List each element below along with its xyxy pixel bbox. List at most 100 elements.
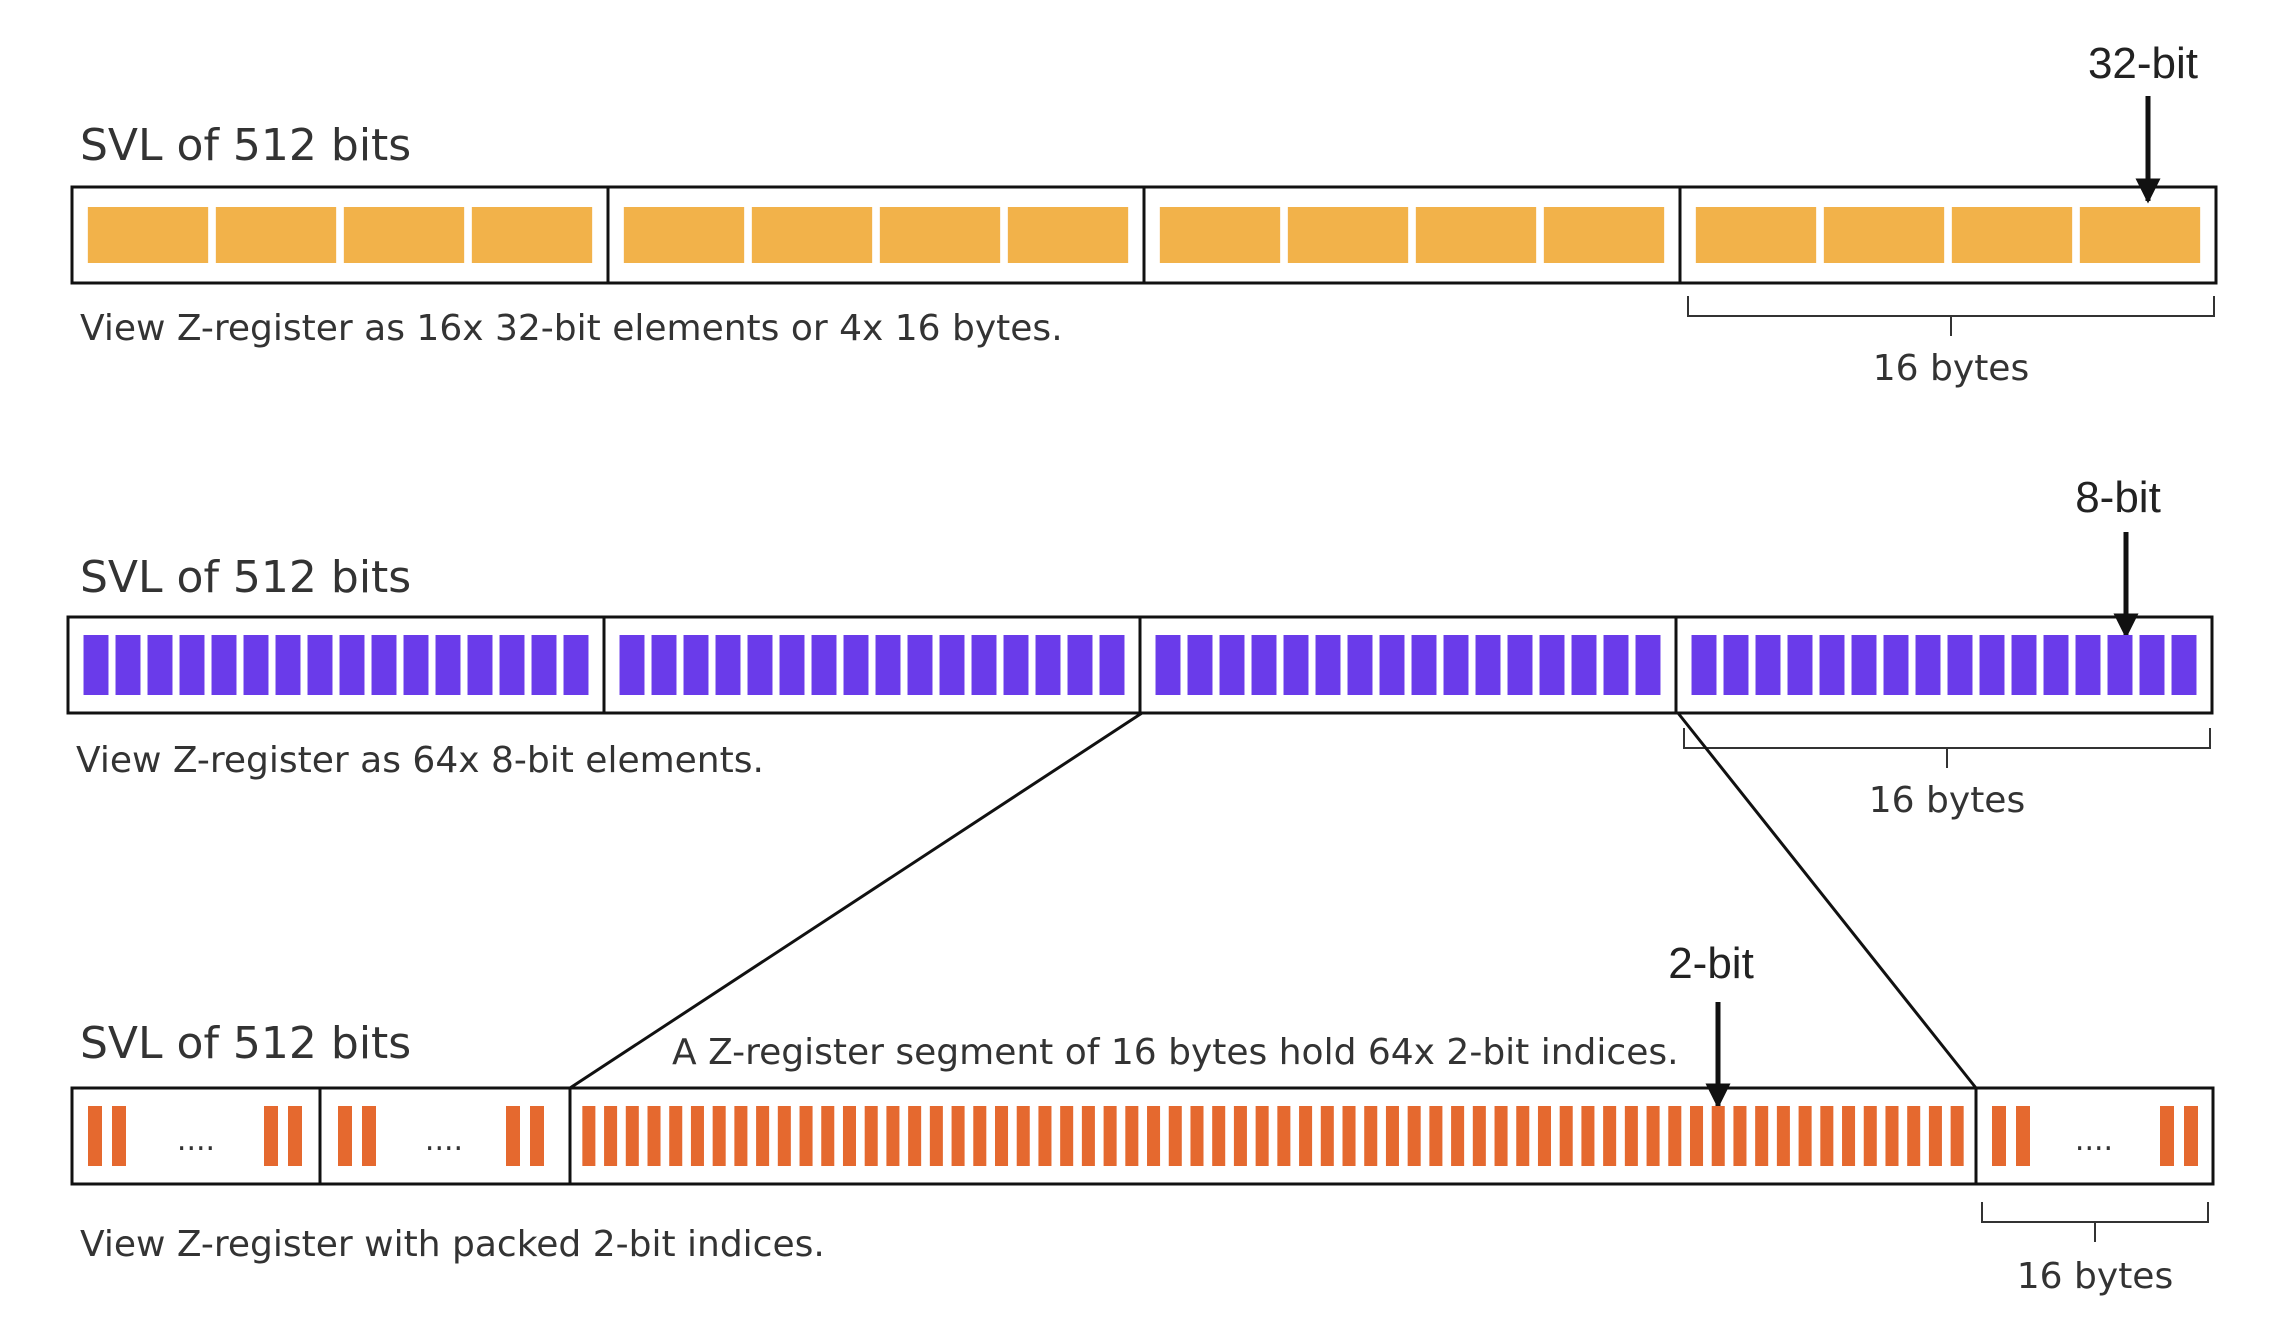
index-2bit [1147,1106,1161,1166]
element-8bit [1379,635,1405,695]
index-2bit [734,1106,748,1166]
index-2bit [1690,1106,1704,1166]
index-bar [338,1106,352,1166]
element-8bit [875,635,901,695]
index-2bit [1603,1106,1617,1166]
element-8bit [275,635,301,695]
index-2bit [1299,1106,1313,1166]
index-2bit [1624,1106,1638,1166]
element-32bit [2079,207,2201,263]
element-8bit [1507,635,1533,695]
index-bar [2184,1106,2198,1166]
bytes-bracket-2bit [1981,1202,2209,1242]
index-2bit [604,1106,618,1166]
index-2bit [929,1106,943,1166]
element-8bit [1251,635,1277,695]
index-2bit [1559,1106,1573,1166]
element-8bit [2171,635,2197,695]
index-2bit [1776,1106,1790,1166]
element-32bit [1159,207,1281,263]
element-8bit [403,635,429,695]
element-8bit [1443,635,1469,695]
element-32bit [751,207,873,263]
element-8bit [1099,635,1125,695]
index-2bit [1885,1106,1899,1166]
index-2bit [1081,1106,1095,1166]
element-32bit [1415,207,1537,263]
index-2bit [647,1106,661,1166]
element-8bit [1723,635,1749,695]
element-8bit [971,635,997,695]
index-2bit [1255,1106,1269,1166]
index-2bit [1863,1106,1877,1166]
element-8bit [1219,635,1245,695]
element-8bit [2011,635,2037,695]
element-8bit [843,635,869,695]
caption-2bit: View Z-register with packed 2-bit indice… [80,1224,825,1265]
element-8bit [747,635,773,695]
index-2bit [1928,1106,1942,1166]
element-size-label-8bit: 8-bit [2075,473,2161,522]
element-8bit [1691,635,1717,695]
element-8bit [115,635,141,695]
element-8bit [467,635,493,695]
segment-dividers-8bit [602,617,1678,713]
index-2bit [908,1106,922,1166]
element-8bit [683,635,709,695]
index-2bit [1537,1106,1551,1166]
element-32bit [87,207,209,263]
elements-32bit [87,207,2201,263]
element-32bit [343,207,465,263]
element-32bit [623,207,745,263]
element-8bit [811,635,837,695]
index-2bit [1233,1106,1247,1166]
index-2bit [1364,1106,1378,1166]
bytes-label-2bit: 16 bytes [2017,1256,2173,1297]
index-bar [112,1106,126,1166]
element-8bit [435,635,461,695]
element-8bit [619,635,645,695]
ellipsis: .... [2075,1123,2113,1158]
index-2bit [1103,1106,1117,1166]
segment-dividers-32bit [606,187,1682,283]
index-bar [530,1106,544,1166]
element-8bit [371,635,397,695]
bytes-label-8bit: 16 bytes [1869,780,2025,821]
bytes-bracket-32bit [1687,296,2215,336]
index-2bit [973,1106,987,1166]
svl-label-32bit: SVL of 512 bits [80,120,411,171]
index-2bit [1190,1106,1204,1166]
ellipsis: .... [425,1123,463,1158]
index-2bit [1451,1106,1465,1166]
zoom-lines [569,711,1978,1090]
index-2bit [690,1106,704,1166]
row-32bit: SVL of 512 bits 32-bit View Z-register a… [70,39,2218,389]
collapsed-segment-1: .... [88,1106,302,1166]
element-8bit [651,635,677,695]
element-8bit [83,635,109,695]
element-32bit [215,207,337,263]
element-8bit [243,635,269,695]
index-2bit [1060,1106,1074,1166]
index-2bit [1733,1106,1747,1166]
element-8bit [1539,635,1565,695]
element-32bit [1951,207,2073,263]
svl-label-8bit: SVL of 512 bits [80,552,411,603]
element-8bit [1979,635,2005,695]
index-2bit [886,1106,900,1166]
index-bar [88,1106,102,1166]
index-2bit [756,1106,770,1166]
caption-32bit: View Z-register as 16x 32-bit elements o… [80,308,1063,349]
element-8bit [1915,635,1941,695]
index-2bit [821,1106,835,1166]
svl-label-2bit: SVL of 512 bits [80,1018,411,1069]
segment-note-2bit: A Z-register segment of 16 bytes hold 64… [672,1032,1679,1073]
ellipsis: .... [177,1123,215,1158]
row-2bit: SVL of 512 bits A Z-register segment of … [70,939,2215,1297]
element-8bit [499,635,525,695]
element-8bit [147,635,173,695]
index-2bit [799,1106,813,1166]
index-2bit [1277,1106,1291,1166]
index-2bit [1646,1106,1660,1166]
index-2bit [1320,1106,1334,1166]
